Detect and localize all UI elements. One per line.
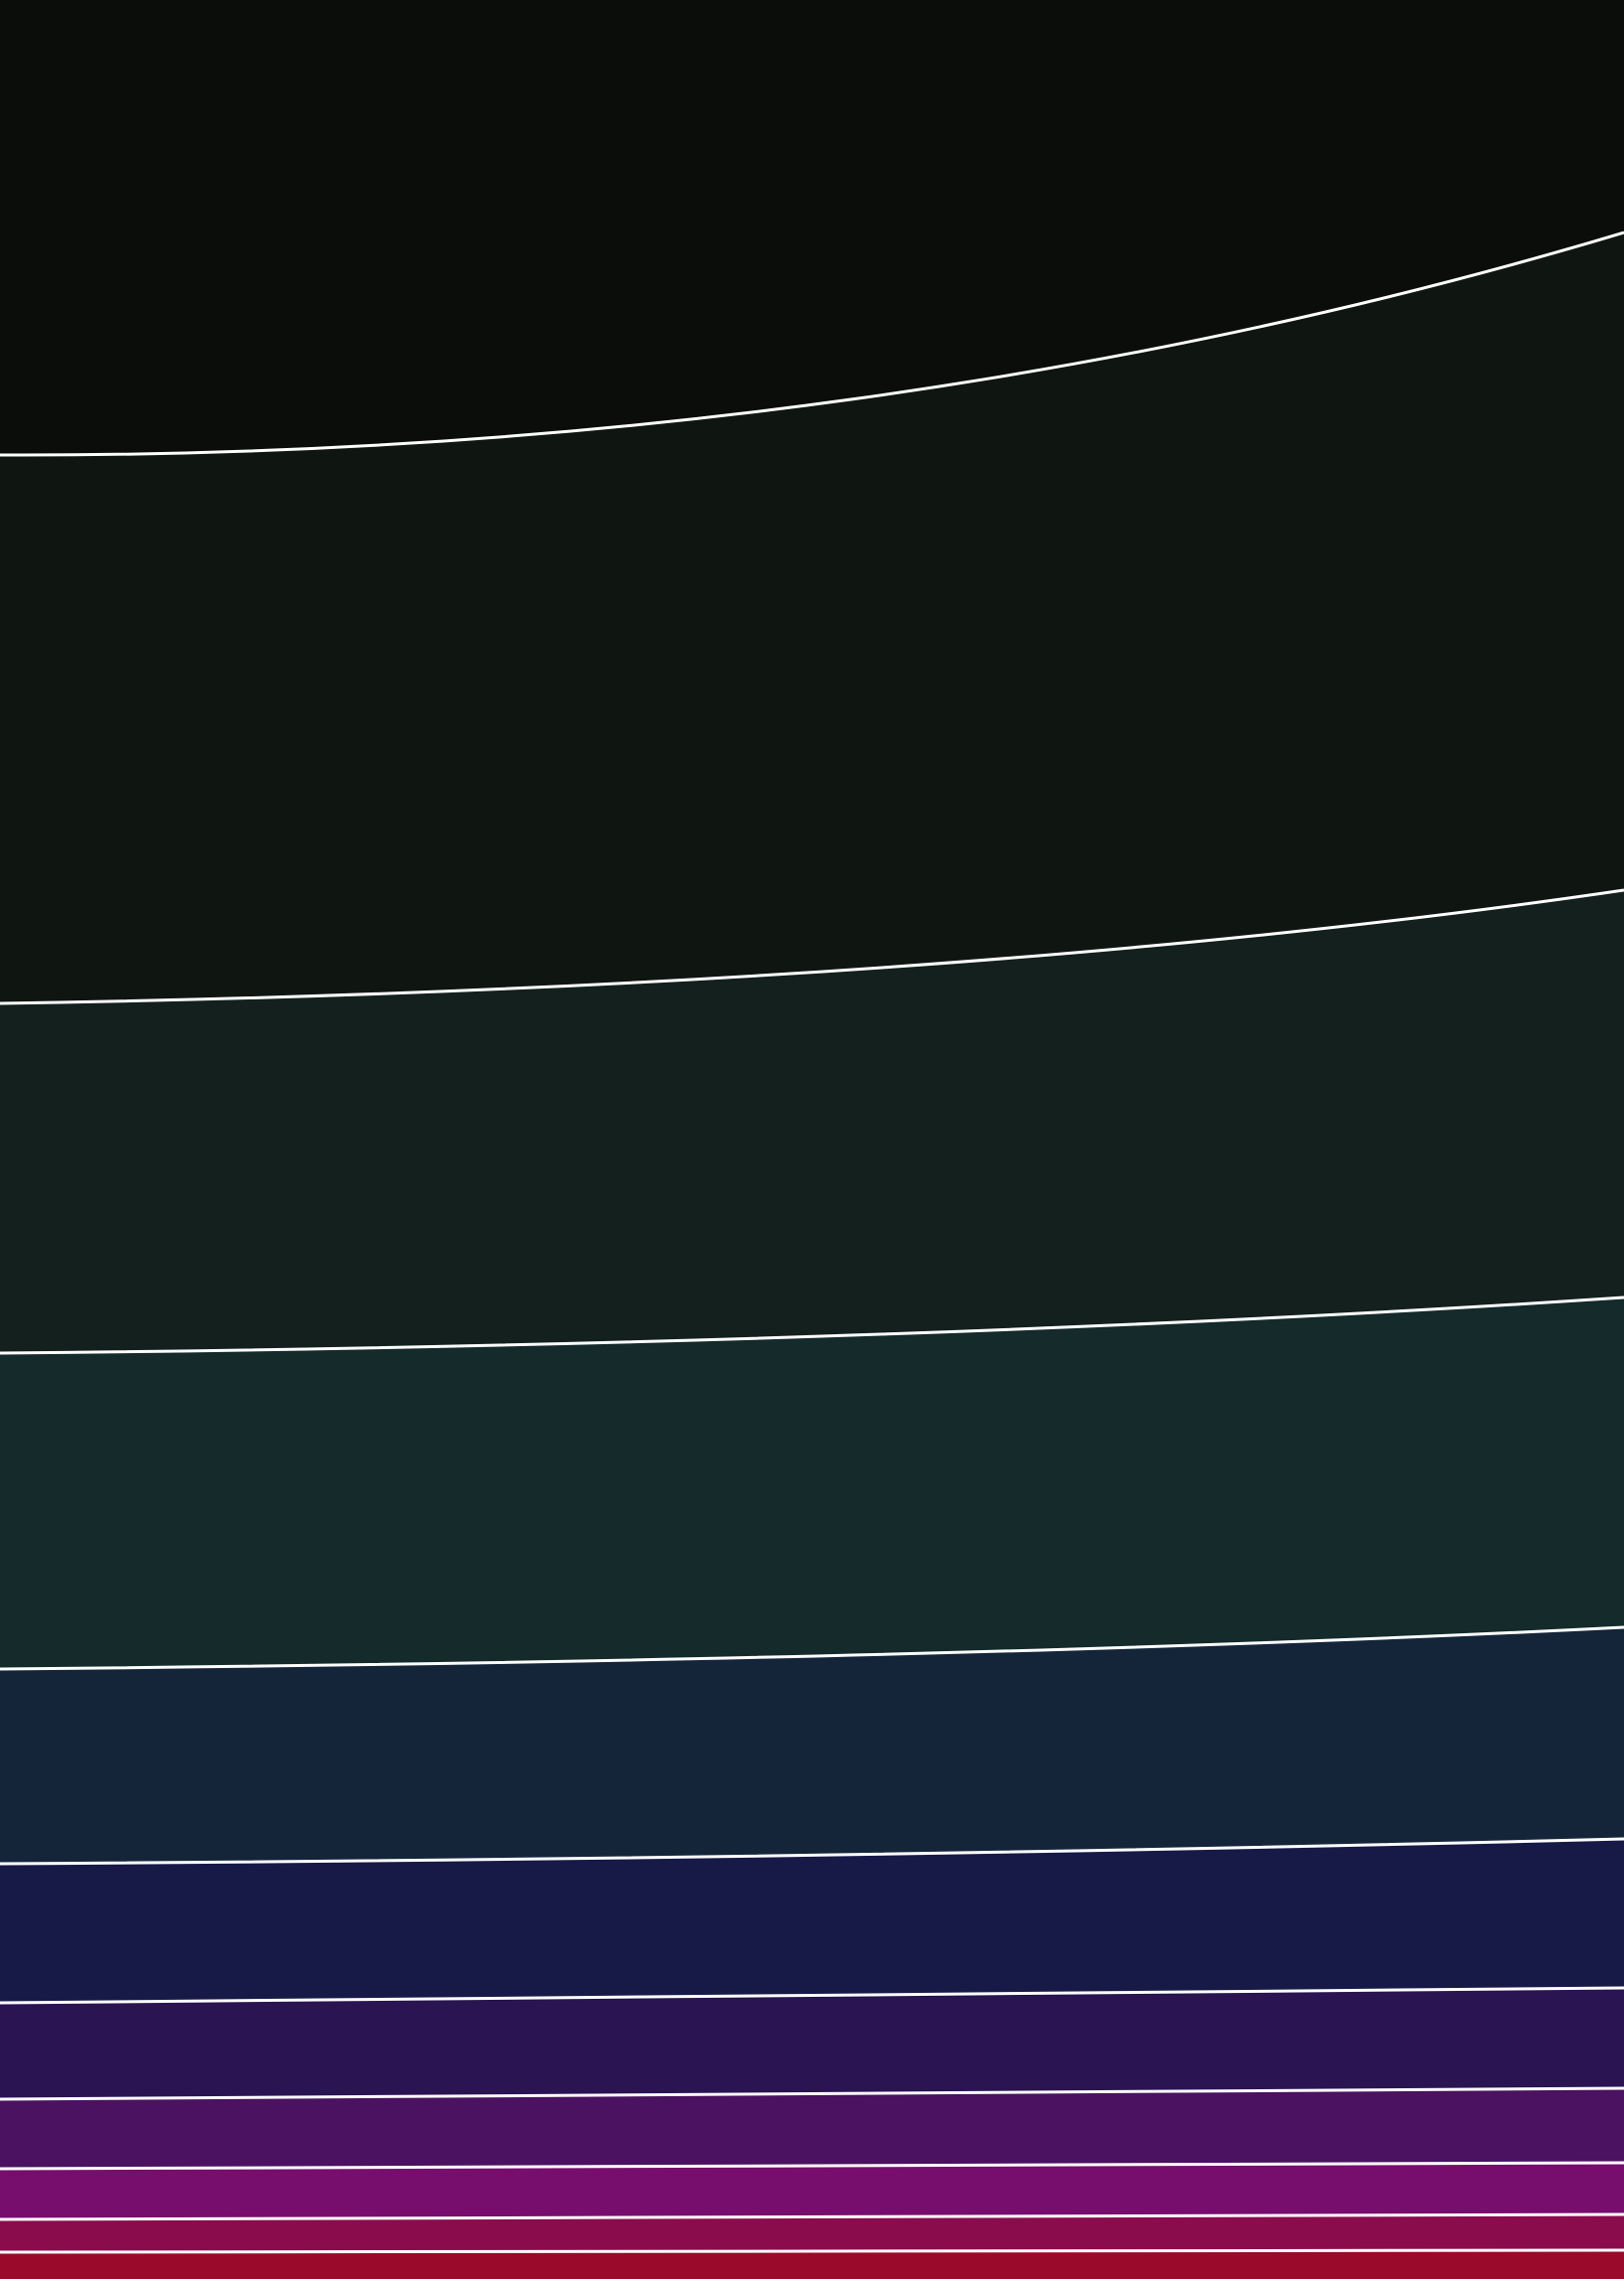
band-10 xyxy=(0,2214,1624,2252)
divider-line-4 xyxy=(0,1625,1624,1671)
band-3 xyxy=(0,890,1624,1353)
band-1 xyxy=(0,0,1624,456)
divider-line-2 xyxy=(0,888,1624,1005)
band-11 xyxy=(0,2250,1624,2279)
divider-line-1 xyxy=(0,230,1624,457)
divider-line-9 xyxy=(0,2212,1624,2221)
band-9 xyxy=(0,2163,1624,2219)
band-5 xyxy=(0,1627,1624,1864)
band-divider-lines xyxy=(0,230,1624,2254)
band-4 xyxy=(0,1297,1624,1669)
divider-line-10 xyxy=(0,2248,1624,2254)
band-7 xyxy=(0,1988,1624,2099)
divider-line-3 xyxy=(0,1295,1624,1355)
band-8 xyxy=(0,2088,1624,2169)
divider-line-5 xyxy=(0,1837,1624,1866)
band-2 xyxy=(0,232,1624,1003)
band-6 xyxy=(0,1839,1624,2003)
divider-line-8 xyxy=(0,2161,1624,2171)
